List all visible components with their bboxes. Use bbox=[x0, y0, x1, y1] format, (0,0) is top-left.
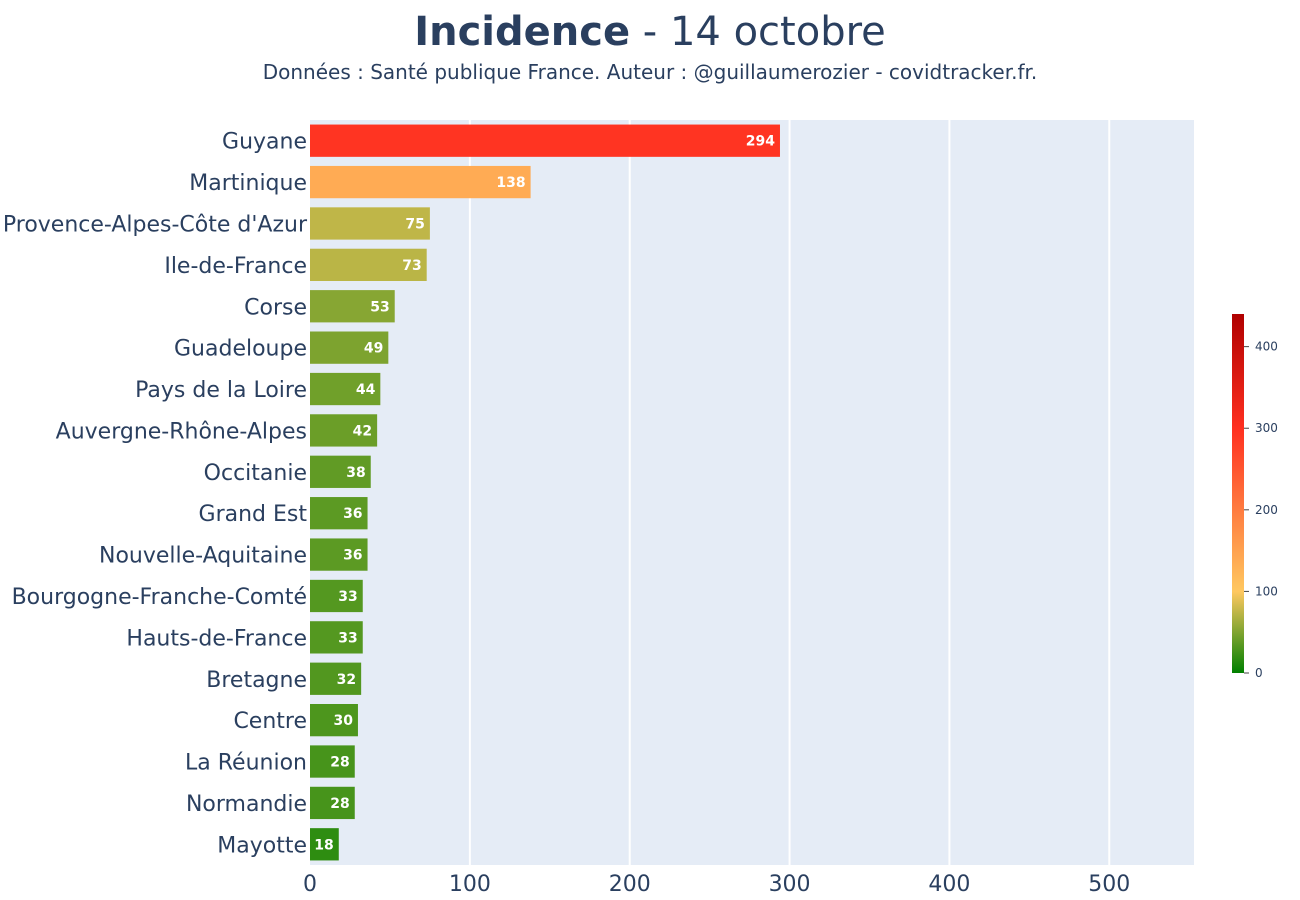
bar-value-label: 30 bbox=[333, 713, 353, 729]
category-label: Nouvelle-Aquitaine bbox=[99, 544, 307, 569]
category-label: Guyane bbox=[222, 130, 307, 155]
bar-value-label: 42 bbox=[353, 423, 372, 439]
bar-value-label: 44 bbox=[356, 382, 376, 398]
chart-title-bold: Incidence bbox=[414, 9, 631, 55]
bar-value-label: 18 bbox=[314, 837, 333, 853]
x-tick-label: 100 bbox=[449, 872, 491, 897]
bar-3 bbox=[310, 248, 427, 282]
category-label: La Réunion bbox=[185, 751, 307, 776]
bar-value-label: 33 bbox=[338, 630, 357, 646]
bar-value-label: 73 bbox=[402, 258, 421, 274]
category-label: Guadeloupe bbox=[174, 337, 307, 362]
bar-value-label: 138 bbox=[496, 175, 525, 191]
bar-value-label: 33 bbox=[338, 589, 357, 605]
chart-title-date: - 14 octobre bbox=[630, 9, 886, 55]
colorbar-tick-label: 0 bbox=[1255, 666, 1263, 680]
bar-14 bbox=[310, 703, 358, 737]
bar-0 bbox=[310, 124, 780, 157]
category-label: Provence-Alpes-Côte d'Azur bbox=[3, 212, 308, 237]
category-label: Bretagne bbox=[206, 668, 307, 693]
bar-5 bbox=[310, 331, 389, 364]
bars: 294 138 75 73 53 49 44 42 38 36 36 33 33 32 30 28 28 18 bbox=[310, 124, 780, 861]
bar-value-label: 28 bbox=[330, 755, 349, 771]
category-label: Mayotte bbox=[217, 833, 307, 858]
bar-16 bbox=[310, 786, 355, 820]
bar-6 bbox=[310, 372, 381, 406]
category-label: Hauts-de-France bbox=[126, 626, 307, 651]
bar-value-label: 36 bbox=[343, 506, 362, 522]
category-label: Centre bbox=[233, 709, 307, 734]
category-label: Normandie bbox=[186, 792, 307, 817]
bar-4 bbox=[310, 290, 395, 323]
category-label: Grand Est bbox=[199, 502, 308, 527]
bar-value-label: 75 bbox=[405, 216, 424, 232]
x-tick-label: 200 bbox=[609, 872, 651, 897]
bar-value-label: 294 bbox=[746, 134, 775, 150]
category-label: Bourgogne-Franche-Comté bbox=[12, 585, 307, 610]
x-axis-ticks: 0 100 200 300 400 500 bbox=[303, 872, 1130, 897]
bar-value-label: 36 bbox=[343, 548, 362, 564]
bar-value-label: 49 bbox=[364, 341, 383, 357]
bar-13 bbox=[310, 662, 362, 695]
bar-value-label: 53 bbox=[370, 299, 389, 315]
colorbar-tick-label: 200 bbox=[1255, 503, 1278, 517]
category-label: Auvergne-Rhône-Alpes bbox=[56, 419, 307, 444]
bar-8 bbox=[310, 455, 371, 488]
bar-12 bbox=[310, 621, 363, 654]
category-label: Corse bbox=[244, 295, 307, 320]
category-labels: Guyane Martinique Provence-Alpes-Côte d'Az… bbox=[3, 130, 308, 859]
bar-10 bbox=[310, 538, 368, 571]
gridlines bbox=[468, 120, 1111, 865]
bar-9 bbox=[310, 497, 368, 530]
colorbar-tick-label: 400 bbox=[1255, 340, 1278, 354]
colorbar: 0 100 200 300 400 bbox=[1232, 314, 1278, 680]
colorbar-tick-label: 300 bbox=[1255, 421, 1278, 435]
colorbar-gradient bbox=[1232, 314, 1244, 673]
category-label: Occitanie bbox=[204, 461, 307, 486]
bar-2 bbox=[310, 207, 430, 240]
x-tick-label: 300 bbox=[769, 872, 811, 897]
category-label: Martinique bbox=[189, 171, 307, 196]
bar-11 bbox=[310, 579, 363, 613]
x-tick-label: 500 bbox=[1088, 872, 1130, 897]
x-tick-label: 0 bbox=[303, 872, 317, 897]
plot-background bbox=[310, 120, 1194, 865]
bar-value-label: 32 bbox=[337, 672, 356, 688]
category-label: Ile-de-France bbox=[164, 254, 307, 279]
colorbar-tick-label: 100 bbox=[1255, 584, 1278, 598]
chart-subtitle: Données : Santé publique France. Auteur … bbox=[262, 60, 1038, 84]
x-tick-label: 400 bbox=[928, 872, 970, 897]
chart-title: Incidence - 14 octobre bbox=[0, 8, 1300, 56]
category-label: Pays de la Loire bbox=[135, 378, 307, 403]
bar-value-label: 38 bbox=[346, 465, 365, 481]
bar-1 bbox=[310, 165, 531, 199]
bar-15 bbox=[310, 745, 355, 778]
bar-7 bbox=[310, 414, 378, 447]
bar-value-label: 28 bbox=[330, 796, 349, 812]
bar-17 bbox=[310, 828, 339, 861]
